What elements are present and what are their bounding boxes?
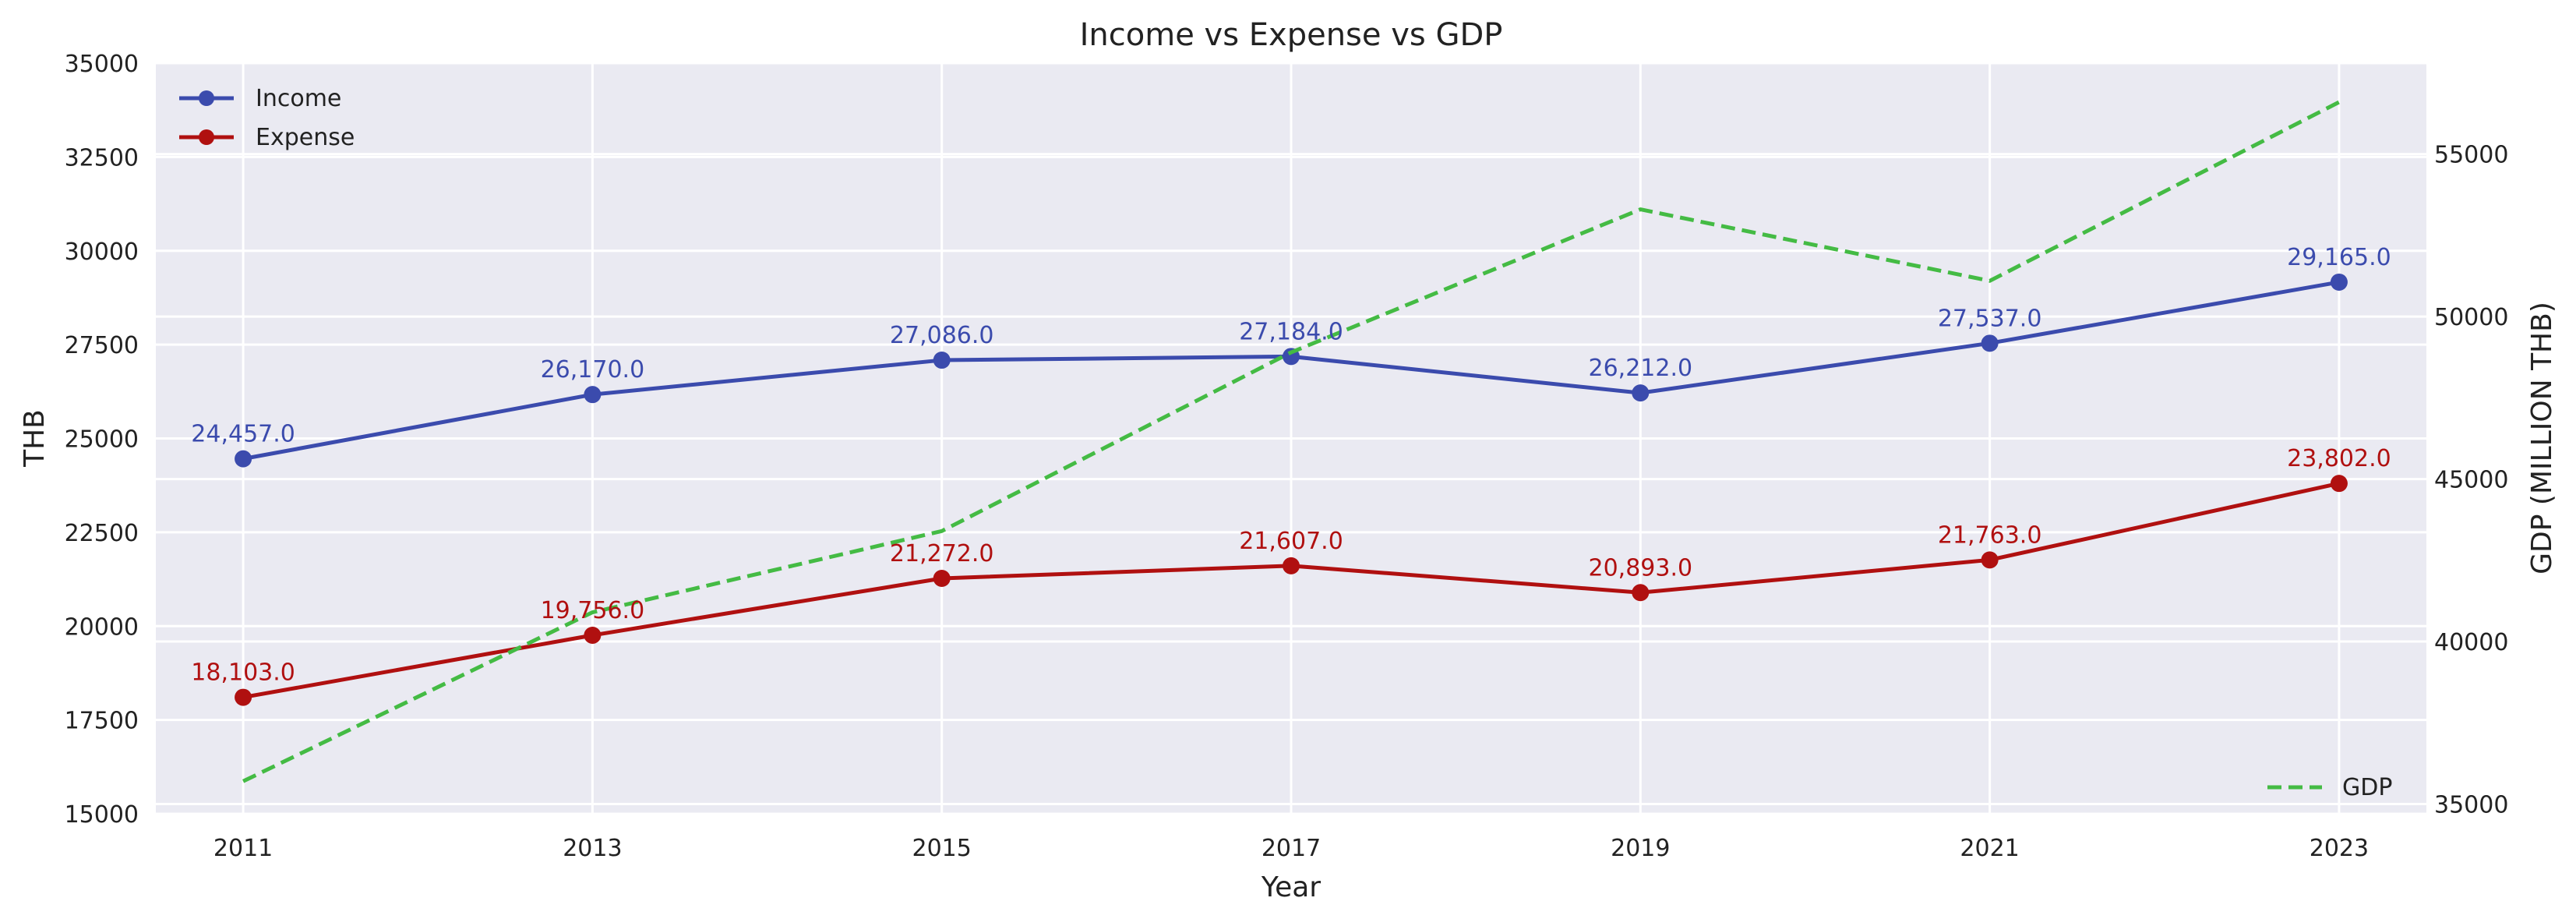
series-gdp-line (242, 100, 2341, 783)
y2-tick-label: 50000 (2434, 304, 2508, 331)
data-label-income: 24,457.0 (191, 421, 295, 448)
series-expense-point (1632, 584, 1650, 602)
series-income-point (1981, 334, 1999, 352)
legend-expense-label: Expense (256, 124, 355, 151)
legend-income-label: Income (256, 85, 341, 112)
series-income-point (1632, 384, 1650, 402)
x-tick-label: 2019 (1611, 835, 1670, 862)
y2-tick-label: 35000 (2434, 791, 2508, 818)
y-tick-label: 17500 (65, 708, 139, 735)
chart-title: Income vs Expense vs GDP (1080, 17, 1503, 53)
y2-tick-label: 55000 (2434, 142, 2508, 169)
data-label-income: 27,184.0 (1239, 318, 1343, 345)
data-label-expense: 18,103.0 (191, 659, 295, 687)
y-tick-label: 30000 (65, 239, 139, 266)
series-income-point (933, 352, 951, 369)
y2-tick-label: 40000 (2434, 629, 2508, 656)
x-tick-label: 2011 (213, 835, 273, 862)
data-label-income: 27,537.0 (1938, 305, 2042, 332)
data-label-expense: 21,272.0 (890, 540, 994, 567)
x-tick-label: 2021 (1960, 835, 2019, 862)
data-label-income: 26,170.0 (541, 356, 645, 384)
legend-gdp-label: GDP (2342, 774, 2392, 801)
y-axis-label: THB (19, 409, 51, 468)
legend-expense-marker (199, 129, 214, 145)
data-label-income: 27,086.0 (890, 322, 994, 349)
data-label-income: 29,165.0 (2287, 244, 2391, 271)
legend-right: GDP (2267, 774, 2392, 801)
x-axis-label: Year (1261, 871, 1321, 903)
legend-income-marker (199, 90, 214, 106)
data-label-income: 26,212.0 (1589, 355, 1693, 382)
x-tick-label: 2017 (1262, 835, 1321, 862)
y-tick-label: 27500 (65, 332, 139, 359)
y2-axis-label: GDP (MILLION THB) (2526, 302, 2558, 574)
y-tick-label: 32500 (65, 144, 139, 171)
x-tick-label: 2023 (2310, 835, 2369, 862)
y-tick-label: 35000 (65, 51, 139, 78)
x-tick-label: 2013 (563, 835, 622, 862)
series-expense-point (235, 688, 252, 706)
data-label-expense: 19,756.0 (541, 597, 645, 624)
data-label-expense: 21,607.0 (1239, 528, 1343, 555)
y-tick-label: 15000 (65, 801, 139, 829)
tick-labels: 2011 2013 2015 2017 2019 2021 2023 15000 17500 20… (65, 51, 2509, 862)
series-expense-point (1283, 557, 1300, 574)
series-income-point (235, 450, 252, 468)
y-tick-label: 22500 (65, 520, 139, 547)
y2-tick-label: 45000 (2434, 467, 2508, 494)
series-expense-point (933, 570, 951, 588)
series-income-point (2330, 273, 2348, 291)
data-label-expense: 21,763.0 (1938, 521, 2042, 549)
series-expense-point (1981, 551, 1999, 569)
series-expense-point (2330, 475, 2348, 493)
y-tick-label: 25000 (65, 426, 139, 454)
grid (156, 62, 2426, 815)
series-layer (235, 100, 2348, 783)
series-income-point (584, 386, 602, 404)
series-expense-point (584, 626, 602, 644)
data-labels: 24,457.0 26,170.0 27,086.0 27,184.0 26,212.0… (191, 244, 2391, 687)
y-tick-label: 20000 (65, 613, 139, 641)
legend-left: Income Expense (179, 85, 355, 151)
x-tick-label: 2015 (912, 835, 972, 862)
data-label-expense: 23,802.0 (2287, 445, 2391, 472)
data-label-expense: 20,893.0 (1589, 554, 1693, 581)
